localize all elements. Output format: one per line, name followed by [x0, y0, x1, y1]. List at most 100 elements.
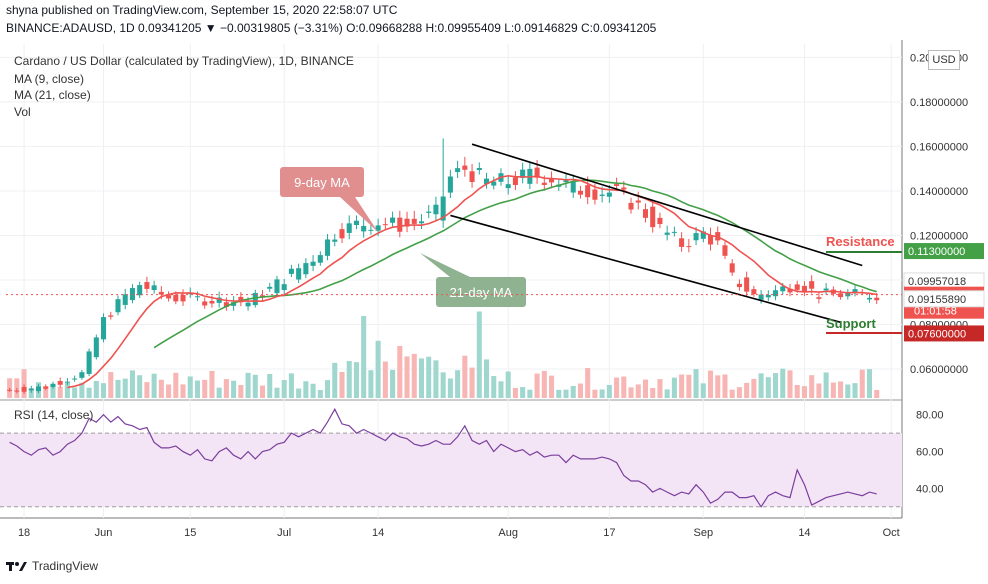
candle-body — [346, 223, 352, 233]
candle-body — [101, 317, 107, 340]
symbol-line: BINANCE:ADAUSD, 1D 0.09341205 ▼ −0.00319… — [6, 21, 657, 35]
volume-bar — [411, 353, 417, 398]
volume-bar — [736, 387, 742, 398]
volume-bar — [693, 369, 699, 398]
volume-bar — [715, 375, 721, 398]
candle-body — [722, 245, 728, 256]
rsi-tick-label: 40.00 — [916, 483, 944, 495]
price-label-box — [904, 243, 984, 260]
time-tick-label: 17 — [603, 527, 615, 539]
candle-body — [541, 182, 547, 185]
candle-body — [353, 220, 359, 226]
candle-body — [64, 381, 70, 383]
volume-bar — [642, 379, 649, 398]
volume-bar — [433, 360, 439, 398]
price-label-text: 0.07600000 — [908, 328, 966, 340]
candle-body — [585, 185, 591, 198]
volume-bar — [346, 361, 352, 398]
volume-bar — [86, 387, 92, 398]
volume-bar — [859, 369, 865, 398]
candle-body — [462, 165, 468, 170]
candle-body — [216, 297, 222, 303]
volume-bar — [570, 385, 576, 398]
volume-bar — [606, 385, 612, 398]
vol-legend: Vol — [14, 105, 31, 119]
volume-bar — [317, 389, 323, 398]
volume-bar — [765, 377, 771, 398]
ma9-line — [67, 174, 877, 389]
candle-body — [476, 168, 482, 170]
footer[interactable]: TradingView — [6, 559, 98, 573]
rsi-tick-label: 80.00 — [916, 410, 944, 422]
time-tick-label: Sep — [694, 527, 714, 539]
candle-body — [642, 209, 649, 218]
ma21-line — [153, 179, 877, 349]
candle-body — [455, 168, 461, 173]
volume-bar — [303, 381, 309, 398]
volume-bar — [180, 384, 186, 398]
volume-bar — [267, 373, 273, 398]
volume-bar — [483, 359, 490, 398]
volume-bar — [281, 380, 287, 398]
countdown-label: 01:01:58 — [914, 306, 957, 318]
candle-body — [397, 217, 403, 232]
candle-body — [267, 286, 273, 289]
price-tick-label: 0.14000000 — [910, 186, 968, 198]
currency-button[interactable]: USD — [928, 50, 960, 70]
candle-body — [57, 381, 63, 385]
ma9-legend: MA (9, close) — [14, 72, 85, 86]
volume-bar — [707, 370, 714, 398]
volume-bar — [534, 373, 540, 398]
volume-bar — [122, 378, 128, 398]
volume-bar — [664, 389, 670, 398]
candle-body — [534, 167, 540, 178]
support-trendline — [450, 214, 841, 324]
time-tick-label: 14 — [372, 527, 384, 539]
candle-body — [440, 196, 446, 221]
candle-body — [93, 337, 99, 358]
price-tick-label: 0.12000000 — [910, 230, 968, 242]
volume-bar — [325, 380, 331, 398]
candle-body — [794, 284, 800, 290]
candle-body — [469, 171, 475, 182]
price-label-box — [904, 325, 984, 342]
candle-body — [35, 386, 42, 392]
resistance-trendline — [471, 143, 863, 267]
volume-bar — [310, 383, 316, 398]
volume-bar — [599, 389, 605, 398]
candle-body — [650, 206, 656, 228]
candle-body — [418, 221, 425, 224]
volume-bar — [845, 384, 851, 398]
candle-body — [194, 296, 201, 298]
candle-body — [7, 389, 13, 391]
volume-bar — [79, 382, 85, 398]
volume-bar — [50, 386, 56, 398]
candle-body — [209, 300, 215, 304]
candle-body — [773, 290, 779, 297]
volume-bar — [259, 385, 266, 398]
volume-bar — [382, 361, 388, 398]
candle-body — [368, 229, 374, 231]
volume-bar — [541, 370, 547, 398]
volume-bar — [773, 373, 779, 398]
ma9-callout-label: 9-day MA — [294, 175, 350, 190]
candle-body — [28, 388, 34, 391]
candle-body — [592, 189, 598, 200]
candle-body — [144, 282, 150, 289]
volume-bar — [671, 377, 677, 398]
volume-bar — [823, 372, 829, 398]
candle-body — [129, 288, 135, 301]
volume-bar — [28, 388, 34, 398]
candle-body — [14, 390, 20, 392]
candle-body — [447, 176, 453, 193]
candle-body — [599, 194, 605, 196]
candle-body — [375, 225, 381, 231]
volume-bar — [202, 379, 208, 398]
volume-bar — [794, 384, 800, 398]
volume-bar — [21, 369, 27, 398]
candle-body — [838, 293, 844, 298]
time-tick-label: 18 — [18, 527, 30, 539]
candle-body — [751, 289, 757, 295]
volume-bar — [722, 374, 728, 398]
